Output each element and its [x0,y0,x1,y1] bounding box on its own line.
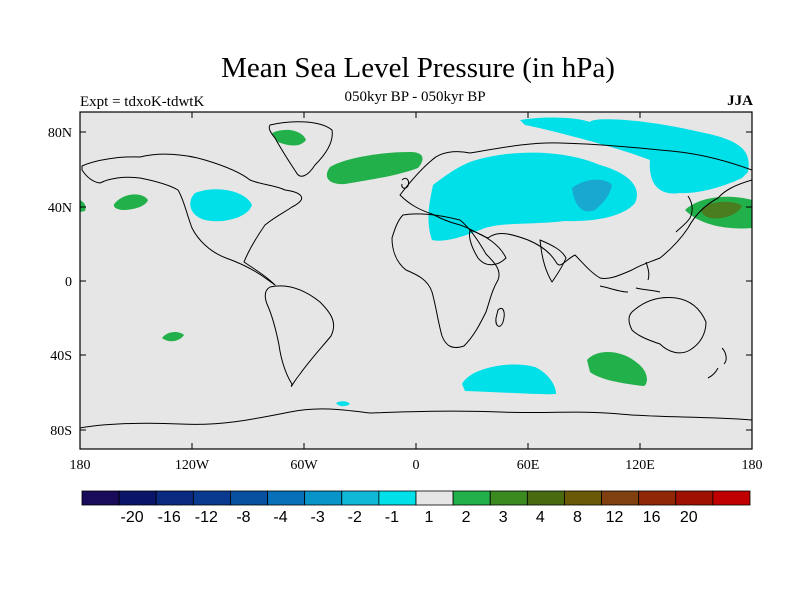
x-tick-label: 180 [70,458,91,473]
y-tick-label: 80N [48,126,72,141]
x-axis-labels: 180 120W 60W 0 60E 120E 180 [70,458,763,473]
neg-anomaly-arctic [520,117,749,194]
colorbar-label: 2 [462,509,471,526]
pos-anomaly-norwegian-sea [326,152,423,185]
map-title: Mean Sea Level Pressure (in hPa) [221,52,615,84]
x-tick-label: 180 [742,458,763,473]
colorbar-box [81,490,120,506]
experiment-label: Expt = tdxoK-tdwtK [80,94,205,110]
pos-anomaly-s-indian [587,351,647,386]
y-tick-label: 0 [65,275,72,290]
colorbar-box [712,490,751,506]
coast-south-america [264,285,335,387]
coastlines [80,121,752,429]
anomaly-fields [80,117,752,407]
colorbar-label: 3 [499,509,508,526]
colorbar-box [155,490,194,506]
y-tick-label: 40S [50,349,72,364]
pos-anomaly-core [701,201,742,219]
coast-africa [391,213,500,349]
pos-anomaly-dateline-west [80,200,86,212]
neg-anomaly-core [572,179,612,212]
coast-india [539,239,567,283]
colorbar-label: 16 [643,509,661,526]
pos-anomaly-s-pacific [162,331,184,342]
pos-anomaly-n-pacific [113,194,148,210]
map-subtitle: 050kyr BP - 050kyr BP [344,89,486,105]
colorbar-box [675,490,714,506]
colorbar-box [267,490,306,506]
coast-new-zealand [707,347,727,379]
neg-anomaly-eurasia [428,152,637,241]
colorbar-label: -4 [273,509,287,526]
y-tick-label: 80S [50,424,72,439]
x-axis-ticks [79,112,753,449]
colorbar-box [526,490,565,506]
colorbar-box [638,490,677,506]
coast-north-america [81,153,303,286]
colorbar-box [564,490,602,506]
colorbar-label: 20 [680,509,698,526]
colorbar-label: -3 [311,509,325,526]
colorbar-label: -20 [121,509,144,526]
colorbar-box [118,490,157,506]
colorbar-box [230,490,268,506]
x-tick-label: 120W [175,458,210,473]
x-tick-label: 60W [290,458,318,473]
y-axis-ticks [80,131,752,431]
colorbar-box [601,490,640,506]
colorbar-box [192,490,231,506]
colorbar-box [304,490,343,506]
colorbar-label: 1 [425,509,434,526]
colorbar-box [489,490,528,506]
colorbar-box [378,490,417,506]
coast-eurasia [399,142,752,279]
season-label: JJA [727,93,753,109]
colorbar-box [341,490,380,506]
colorbar-label: 8 [573,509,582,526]
y-axis-labels: 80N 40N 0 40S 80S [48,126,72,439]
coast-indonesia [599,261,661,293]
coast-antarctica [80,408,752,429]
colorbar-label: 12 [606,509,624,526]
colorbar-box [415,490,454,506]
colorbar-label: -16 [158,509,181,526]
colorbar-box [452,490,491,506]
neg-anomaly-s-indian [462,364,556,395]
coast-japan [675,195,693,233]
neg-anomaly-n-atlantic [190,189,252,222]
colorbar: -20 -16 -12 -8 -4 -3 -2 -1 1 2 3 4 8 12 16 20 [81,490,751,526]
coast-greenland [268,121,333,177]
colorbar-label: -2 [348,509,362,526]
colorbar-label: 4 [536,509,545,526]
neg-anomaly-s-atlantic [336,401,350,407]
x-tick-label: 120E [625,458,655,473]
coast-uk [401,177,409,189]
colorbar-label: -8 [236,509,250,526]
colorbar-label: -12 [195,509,218,526]
y-tick-label: 40N [48,201,72,216]
colorbar-label: -1 [385,509,399,526]
x-tick-label: 60E [517,458,540,473]
coast-australia [628,297,707,354]
pos-anomaly-greenland [272,129,306,146]
x-tick-label: 0 [413,458,420,473]
coast-arabia [469,229,507,266]
coast-madagascar [495,307,505,327]
